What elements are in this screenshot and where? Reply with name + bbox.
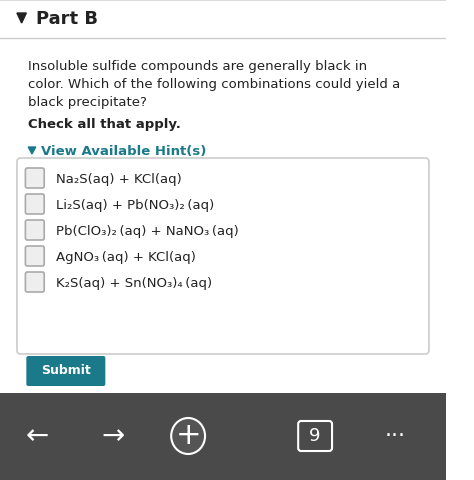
Circle shape xyxy=(171,418,205,454)
Text: →: → xyxy=(101,422,125,450)
Text: AgNO₃ (aq) + KCl(aq): AgNO₃ (aq) + KCl(aq) xyxy=(56,251,196,264)
FancyBboxPatch shape xyxy=(26,168,44,188)
Text: Li₂S(aq) + Pb(NO₃)₂ (aq): Li₂S(aq) + Pb(NO₃)₂ (aq) xyxy=(56,199,215,212)
Text: Submit: Submit xyxy=(41,364,91,377)
Text: Na₂S(aq) + KCl(aq): Na₂S(aq) + KCl(aq) xyxy=(56,172,182,185)
FancyBboxPatch shape xyxy=(0,393,446,480)
Text: K₂S(aq) + Sn(NO₃)₄ (aq): K₂S(aq) + Sn(NO₃)₄ (aq) xyxy=(56,276,212,289)
Text: +: + xyxy=(175,421,201,451)
Text: ←: ← xyxy=(26,422,49,450)
FancyBboxPatch shape xyxy=(26,246,44,266)
Text: 9: 9 xyxy=(310,427,321,445)
Text: Insoluble sulfide compounds are generally black in
color. Which of the following: Insoluble sulfide compounds are generall… xyxy=(28,60,401,109)
FancyBboxPatch shape xyxy=(26,194,44,214)
FancyBboxPatch shape xyxy=(26,272,44,292)
FancyBboxPatch shape xyxy=(17,158,429,354)
FancyBboxPatch shape xyxy=(27,356,105,386)
Text: ···: ··· xyxy=(384,426,406,446)
Text: View Available Hint(s): View Available Hint(s) xyxy=(41,145,207,158)
Text: Check all that apply.: Check all that apply. xyxy=(28,118,181,131)
FancyBboxPatch shape xyxy=(26,220,44,240)
Polygon shape xyxy=(28,147,36,154)
Text: Part B: Part B xyxy=(36,10,98,28)
Polygon shape xyxy=(17,13,27,23)
FancyBboxPatch shape xyxy=(298,421,332,451)
Text: Pb(ClO₃)₂ (aq) + NaNO₃ (aq): Pb(ClO₃)₂ (aq) + NaNO₃ (aq) xyxy=(56,225,239,238)
